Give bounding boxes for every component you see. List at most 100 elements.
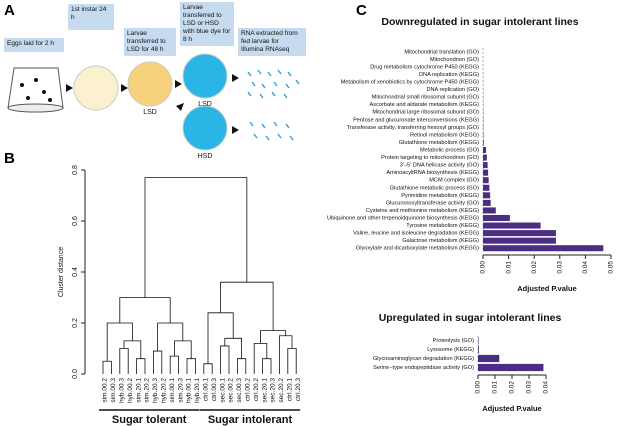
merge (220, 345, 230, 374)
bar (483, 177, 489, 184)
leaf-label: hyb.20.3 (152, 378, 159, 403)
merge (153, 350, 163, 374)
group-label: Sugar tolerant (112, 414, 187, 426)
leaf-label: sim.20.2 (144, 378, 151, 403)
category-label: Lysosome (KEGG) (427, 347, 474, 353)
category-label: Serine−type endopeptidase activity (GO) (373, 365, 474, 371)
bar (478, 354, 500, 363)
bar (483, 146, 487, 154)
leaf-label: sec.20.1 (261, 378, 268, 403)
leaf-label: sim.20.1 (135, 378, 142, 403)
merge (237, 358, 247, 374)
merge (224, 337, 242, 359)
protocol-step: RNA extracted from fed larvae for Illumi… (238, 28, 306, 56)
category-label: Proteolysis (GO) (433, 338, 474, 344)
bar (483, 230, 556, 237)
x-tick-label: 0.01 (492, 381, 499, 394)
dish-base (7, 103, 64, 113)
lsd-plate (127, 61, 173, 107)
category-label: Glutathione metabolism (KEGG) (399, 140, 479, 146)
bar (483, 131, 484, 138)
y-tick-label: 0.8 (72, 165, 79, 175)
protocol-illustration: LSD LSD HSD (7, 53, 300, 160)
category-label: Tyrosine metabolism (KEGG) (406, 223, 479, 229)
category-label: Glutathione metabolic process (GO) (390, 185, 479, 191)
first-instar (73, 65, 119, 111)
protocol-step: Eggs laid for 2 h (4, 38, 64, 52)
leaf-label: sim.20.3 (177, 378, 184, 403)
merge (136, 358, 146, 374)
category-label: Protein targeting to mitochondrion (GO) (381, 155, 479, 161)
merge (203, 363, 213, 374)
category-label: Glucuronosyltransferase activity (GO) (386, 200, 479, 206)
leaf-label: sec.20.2 (278, 378, 285, 403)
category-label: 3'–5' DNA helicase activity (GO) (400, 163, 479, 169)
panel-label: B (4, 150, 15, 167)
x-tick-label: 0.05 (608, 261, 615, 274)
merge (262, 358, 272, 374)
merge (287, 348, 297, 374)
category-label: Drug metabolism cytochrome P450 (KEGG) (370, 64, 479, 70)
category-label: Galactose metabolism (KEGG) (402, 238, 479, 244)
larvae-dashes (247, 69, 300, 141)
x-tick-label: 0.04 (582, 261, 589, 274)
merge (123, 340, 142, 359)
x-tick-label: 0.03 (557, 261, 564, 274)
leaf-label: hyb.00.2 (127, 378, 134, 403)
leaf-label: hyb.20.2 (161, 378, 168, 403)
leaf-label: sim.00.1 (169, 378, 176, 403)
leaf-label: ctrl.20.3 (295, 378, 302, 402)
bar (483, 214, 510, 222)
bar (483, 192, 491, 199)
merge (260, 330, 287, 344)
group-label: Sugar intolerant (208, 414, 293, 426)
category-label: Mitochondrial translation (GO) (404, 49, 479, 55)
panel-label: A (4, 2, 15, 19)
x-tick-label: 0.02 (509, 381, 516, 394)
merge (220, 281, 274, 331)
category-label: Glycosaminoglycan degradation (KEGG) (373, 356, 474, 362)
dish (7, 67, 64, 109)
y-axis-label: Cluster distance (58, 247, 65, 297)
category-label: Metabolic process (GO) (420, 147, 479, 153)
category-label: Pyrimidine metabolism (KEGG) (401, 193, 479, 199)
protocol-step: Larvae transferred to LSD for 48 h (124, 28, 176, 56)
bar (483, 184, 490, 191)
y-tick-label: 0.2 (72, 318, 79, 328)
panel-label: C (356, 2, 367, 19)
leaf-label: sec.00.3 (236, 378, 243, 403)
x-tick-label: 0.01 (505, 261, 512, 274)
hsd-blue-plate (182, 105, 228, 151)
leaf-label: sim.00.3 (110, 378, 117, 403)
x-tick-label: 0.02 (531, 261, 538, 274)
bar (483, 245, 604, 252)
x-axis-label: Adjusted P.value (482, 404, 541, 413)
leaf-label: hyb.00.1 (186, 378, 193, 403)
x-axis-label: Adjusted P.value (517, 284, 576, 293)
merge (279, 335, 293, 374)
merge (144, 177, 248, 298)
merge (119, 297, 171, 323)
leaf-label: sec.00.1 (219, 378, 226, 403)
x-tick-label: 0.04 (543, 381, 550, 394)
bar (478, 345, 479, 354)
eggs (20, 78, 52, 102)
bar (483, 169, 489, 176)
y-tick-label: 0.6 (72, 216, 79, 226)
bar (478, 363, 544, 372)
bar (483, 199, 491, 206)
x-tick-label: 0.03 (526, 381, 533, 394)
merge (157, 322, 184, 352)
leaf-label: ctrl.20.2 (253, 378, 260, 402)
bar (483, 139, 484, 146)
merge (169, 355, 179, 374)
leaf-label: sec.00.2 (228, 378, 235, 403)
x-tick-label: 0.00 (475, 381, 482, 394)
y-tick-label: 0.0 (72, 369, 79, 379)
bar (483, 154, 487, 161)
leaf-label: ctrl.00.2 (245, 378, 252, 402)
category-label: Transferase activity, transferring hexos… (347, 125, 480, 131)
category-label: Retinol metabolism (KEGG) (410, 132, 479, 138)
